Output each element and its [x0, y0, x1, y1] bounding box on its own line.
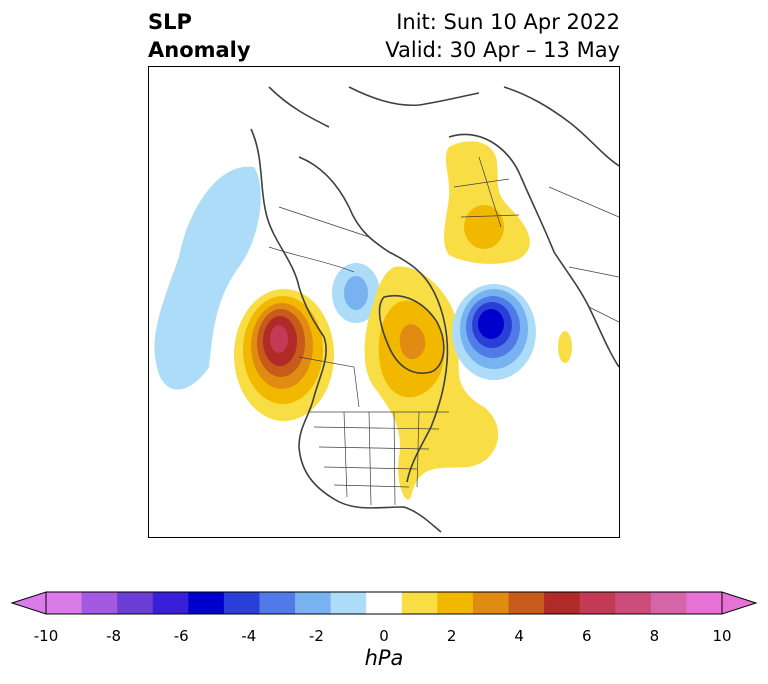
title-line-2: Anomaly — [148, 38, 251, 62]
colorbar-tick-label: 4 — [514, 627, 524, 645]
colorbar-tick-label: -8 — [106, 627, 122, 645]
colorbar-box — [152, 592, 189, 614]
colorbar-tick-label: -6 — [173, 627, 189, 645]
colorbar-box — [259, 592, 296, 614]
colorbar-box — [579, 592, 616, 614]
colorbar-tick-label: -4 — [241, 627, 257, 645]
negative-anomaly-pacific — [154, 166, 261, 390]
colorbar-tick-label: -2 — [308, 627, 324, 645]
colorbar-tick-label: -10 — [33, 627, 59, 645]
colorbar-tick-label: 10 — [712, 627, 732, 645]
map-title: SLP Anomaly — [148, 8, 251, 64]
colorbar-box — [295, 592, 332, 614]
colorbar-box — [401, 592, 438, 614]
colorbar-box — [508, 592, 545, 614]
colorbar-box — [437, 592, 474, 614]
colorbar-box — [81, 592, 118, 614]
colorbar-svg — [10, 591, 758, 615]
colorbar-box — [117, 592, 154, 614]
colorbar-box — [472, 592, 510, 614]
colorbar-tick-label: 0 — [379, 627, 389, 645]
init-date: Init: Sun 10 Apr 2022 — [396, 10, 620, 34]
colorbar-tick-label: 8 — [649, 627, 660, 645]
colorbar-under-arrow — [10, 591, 47, 615]
colorbar-box — [188, 592, 225, 614]
colorbar-box — [615, 592, 652, 614]
colorbar-over-arrow — [721, 591, 758, 615]
colorbar-box — [650, 592, 687, 614]
colorbar-tick-label: 6 — [582, 627, 592, 645]
colorbar-box — [330, 592, 367, 614]
colorbar-box — [366, 592, 403, 614]
valid-range: Valid: 30 Apr – 13 May — [385, 38, 620, 62]
colorbar-box — [223, 592, 260, 614]
title-line-1: SLP — [148, 10, 192, 34]
coastlines — [250, 86, 619, 533]
colorbar-box — [46, 592, 83, 614]
negative-anomaly-atlantic — [452, 284, 536, 380]
colorbar-box — [686, 592, 723, 614]
positive-anomaly-west — [234, 289, 334, 421]
date-info: Init: Sun 10 Apr 2022 Valid: 30 Apr – 13… — [385, 8, 620, 64]
slp-anomaly-map — [148, 66, 620, 538]
colorbar — [0, 585, 768, 675]
map-canvas — [154, 86, 619, 533]
borders — [268, 156, 619, 506]
colorbar-units: hPa — [364, 646, 404, 670]
colorbar-tick-label: 2 — [446, 627, 457, 645]
colorbar-box — [544, 592, 581, 614]
